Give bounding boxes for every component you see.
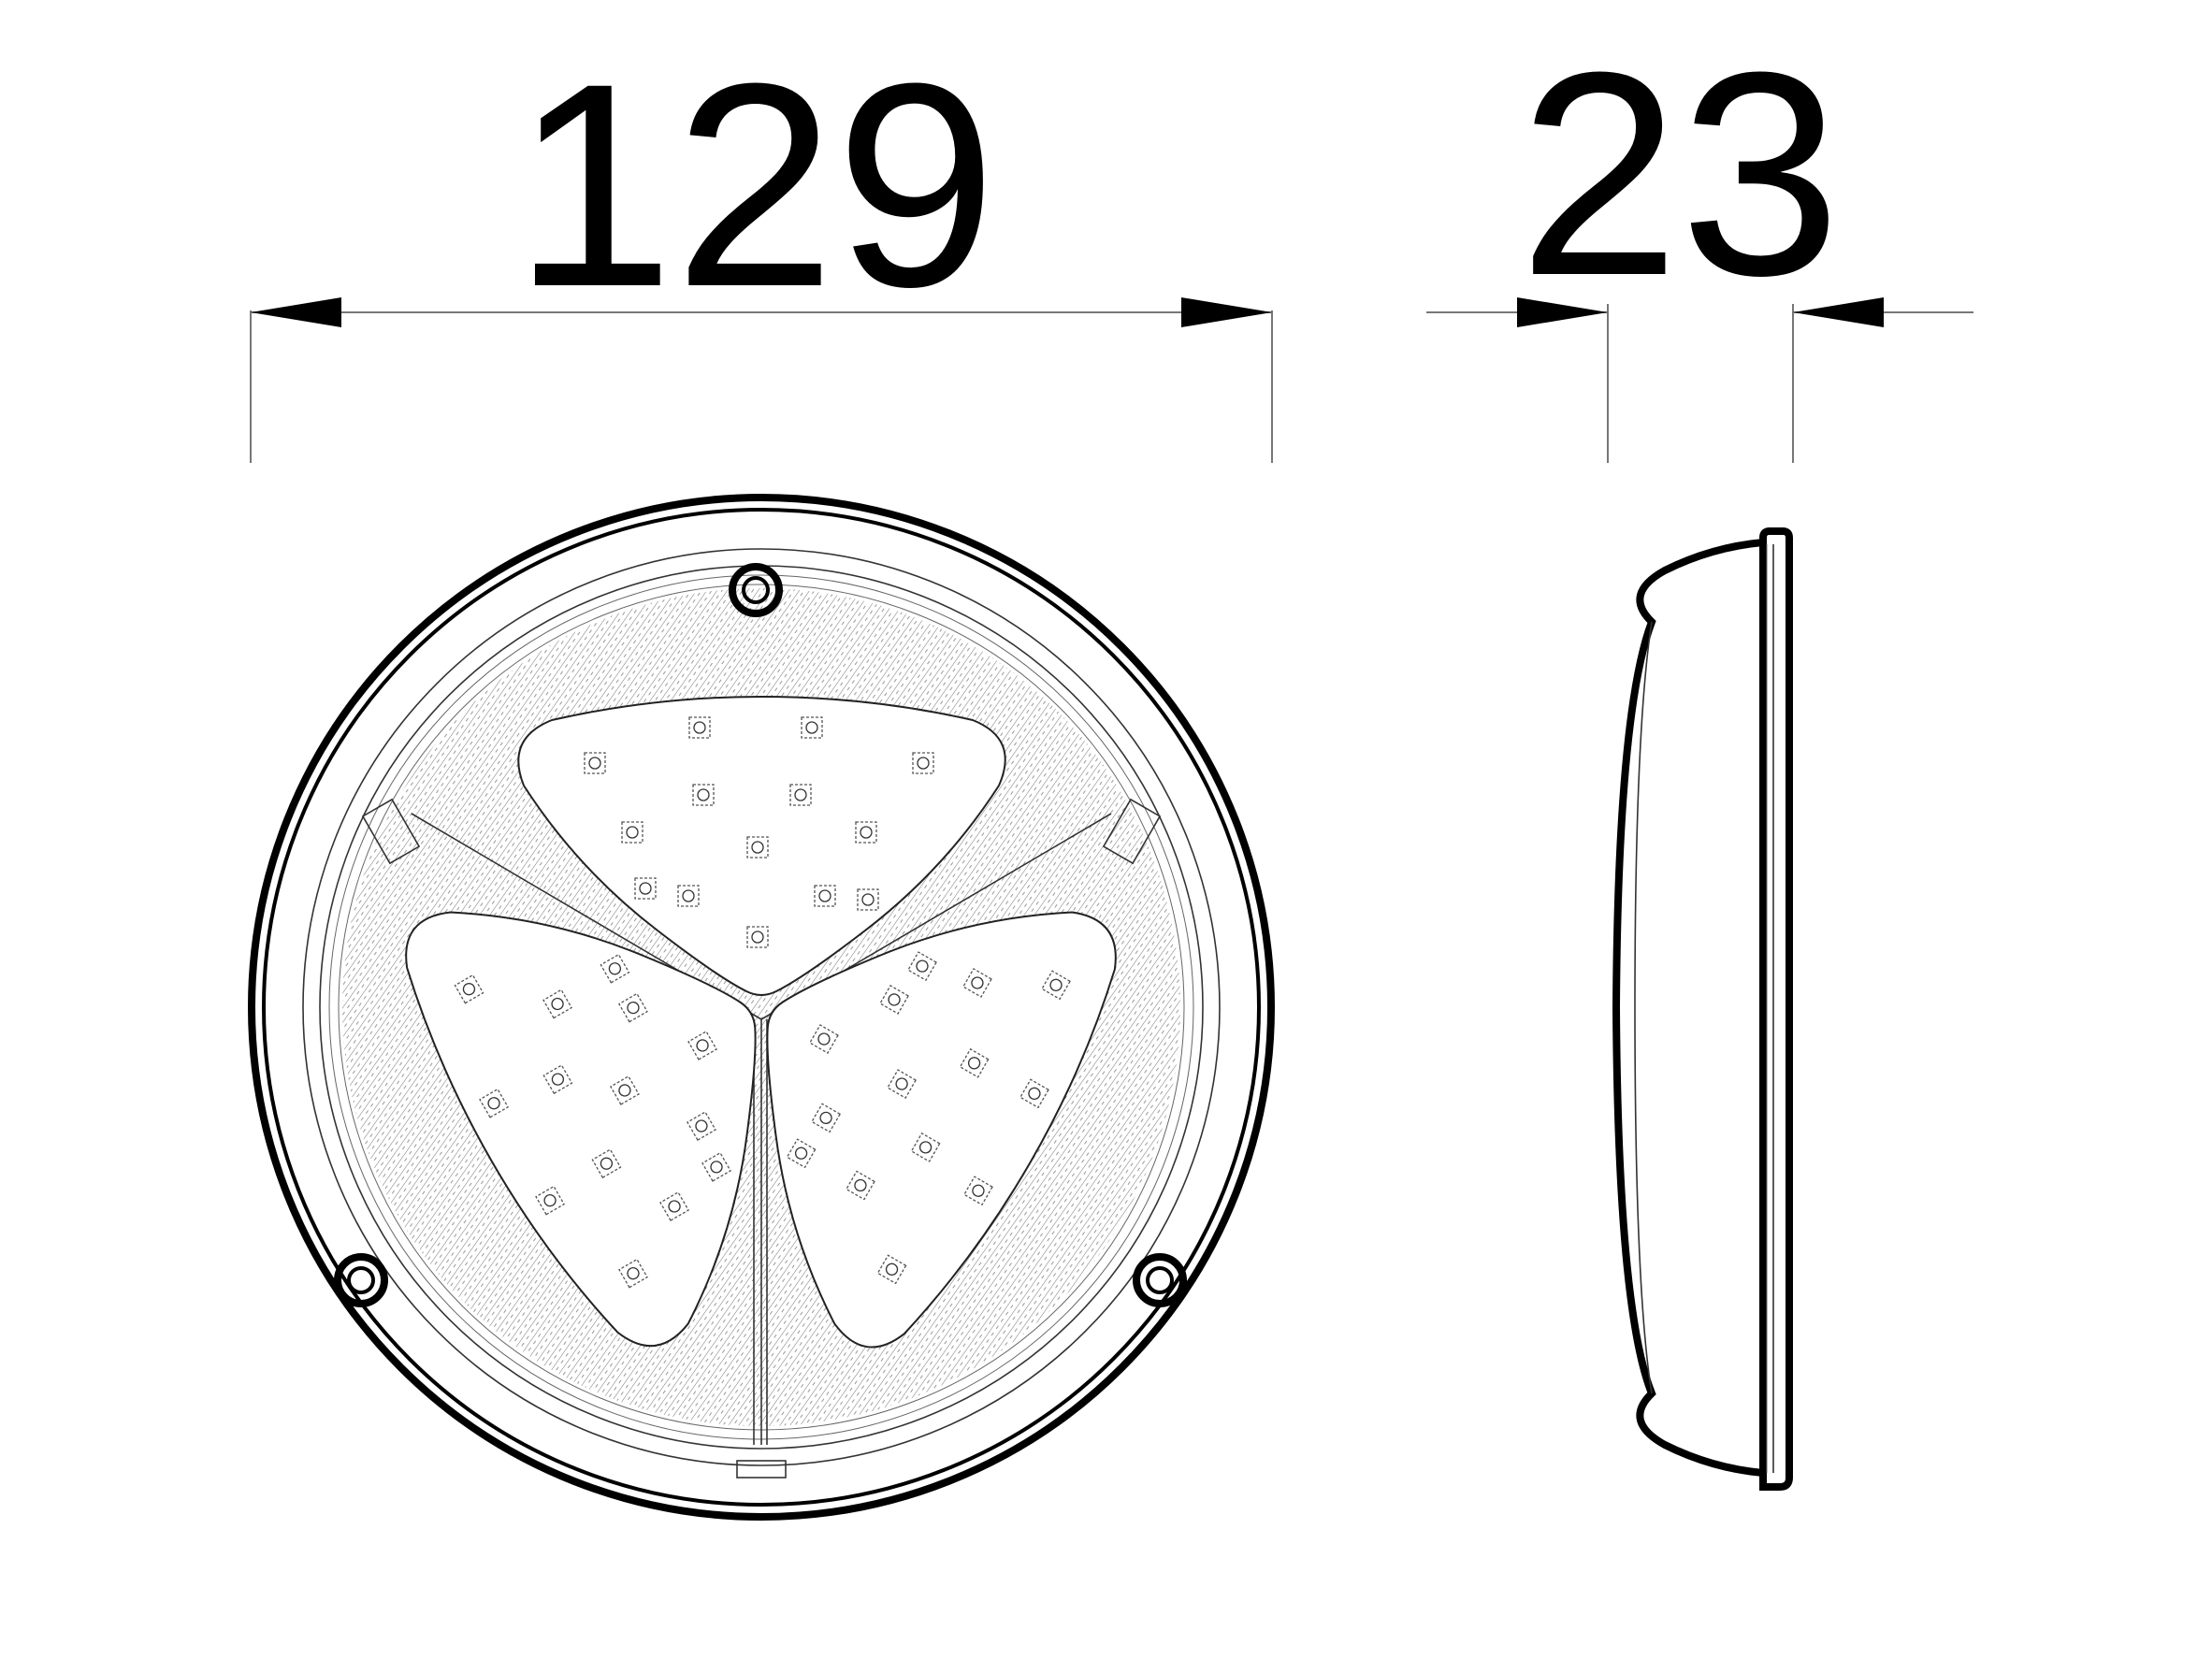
- led: [659, 1191, 689, 1221]
- rim-inner-edge: [262, 508, 1261, 1507]
- led: [479, 1088, 509, 1118]
- led: [621, 821, 643, 844]
- width-arrow-right: [1181, 297, 1272, 327]
- bottom-tab: [736, 1460, 787, 1479]
- led: [746, 926, 769, 948]
- led: [701, 1151, 731, 1182]
- side-body-profile: [1612, 539, 1764, 1477]
- led: [959, 1047, 990, 1078]
- led: [746, 836, 769, 858]
- led-cluster-panel: [766, 911, 1117, 1349]
- led: [454, 974, 484, 1004]
- led: [591, 1148, 622, 1179]
- led-cluster: [405, 911, 757, 1348]
- led: [912, 752, 934, 774]
- led: [846, 1170, 875, 1201]
- led-cluster: [766, 911, 1117, 1349]
- led: [855, 821, 877, 844]
- led: [809, 1024, 839, 1054]
- depth-dimension-label: 23: [1519, 11, 1842, 336]
- led: [786, 1138, 817, 1169]
- led: [814, 885, 836, 907]
- width-dimension-label: 129: [513, 22, 996, 347]
- led: [634, 877, 657, 900]
- led: [535, 1185, 565, 1216]
- bezel-ring: [302, 548, 1221, 1466]
- led: [1019, 1078, 1049, 1109]
- side-view: [1612, 527, 1793, 1491]
- led: [910, 1132, 941, 1162]
- led: [876, 1254, 907, 1285]
- led: [811, 1103, 841, 1133]
- led-cluster-panel: [405, 911, 757, 1348]
- screw-top: [729, 563, 783, 617]
- right-tab: [1102, 798, 1162, 865]
- led: [688, 716, 711, 739]
- depth-dimension: 23: [1426, 11, 1973, 463]
- led: [692, 784, 715, 806]
- width-arrow-left: [251, 297, 341, 327]
- led: [907, 951, 937, 982]
- side-flange: [1759, 527, 1793, 1491]
- front-view: [248, 494, 1275, 1521]
- led: [542, 1064, 573, 1095]
- led: [609, 1075, 640, 1105]
- outer-rim: [248, 494, 1275, 1521]
- led: [542, 988, 572, 1019]
- led-cluster-panel: [517, 695, 1006, 996]
- side-lens-profile: [1634, 621, 1653, 1394]
- width-dimension: 129: [250, 22, 1273, 463]
- depth-arrow-left: [1517, 297, 1608, 327]
- led-cluster: [517, 695, 1006, 996]
- led: [789, 784, 812, 806]
- led: [801, 716, 823, 739]
- depth-arrow-right: [1793, 297, 1884, 327]
- screw-right: [1133, 1253, 1187, 1307]
- led: [963, 1176, 993, 1206]
- led: [687, 1031, 717, 1060]
- led: [584, 752, 606, 774]
- led: [857, 888, 879, 911]
- led: [677, 885, 700, 907]
- screw-left: [334, 1253, 388, 1307]
- left-tab: [361, 798, 421, 865]
